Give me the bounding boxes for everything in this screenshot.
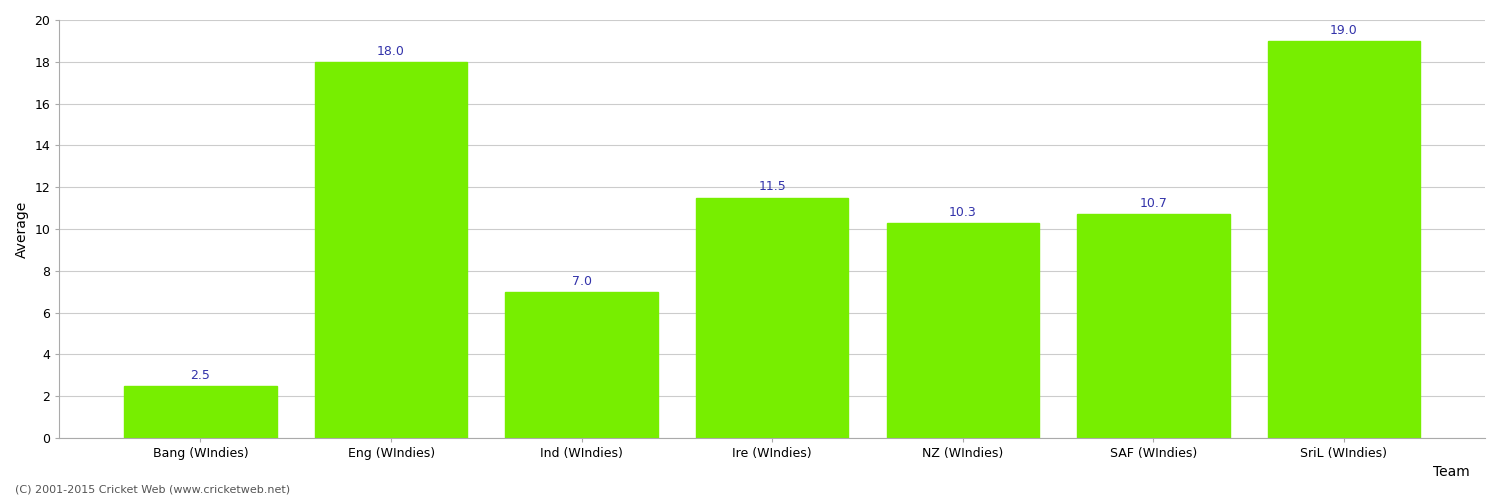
Text: (C) 2001-2015 Cricket Web (www.cricketweb.net): (C) 2001-2015 Cricket Web (www.cricketwe… [15, 485, 290, 495]
Text: 19.0: 19.0 [1330, 24, 1358, 36]
Text: 11.5: 11.5 [759, 180, 786, 194]
Bar [1077, 214, 1230, 438]
Text: Team: Team [1434, 465, 1470, 479]
Text: 18.0: 18.0 [376, 44, 405, 58]
Bar [506, 292, 658, 438]
Bar [696, 198, 849, 438]
Text: 10.3: 10.3 [950, 206, 976, 218]
Bar [1268, 41, 1420, 438]
Y-axis label: Average: Average [15, 200, 28, 258]
Bar [124, 386, 276, 438]
Text: 2.5: 2.5 [190, 368, 210, 382]
Bar [886, 222, 1040, 438]
Text: 10.7: 10.7 [1140, 197, 1167, 210]
Text: 7.0: 7.0 [572, 274, 591, 287]
Bar [315, 62, 468, 438]
